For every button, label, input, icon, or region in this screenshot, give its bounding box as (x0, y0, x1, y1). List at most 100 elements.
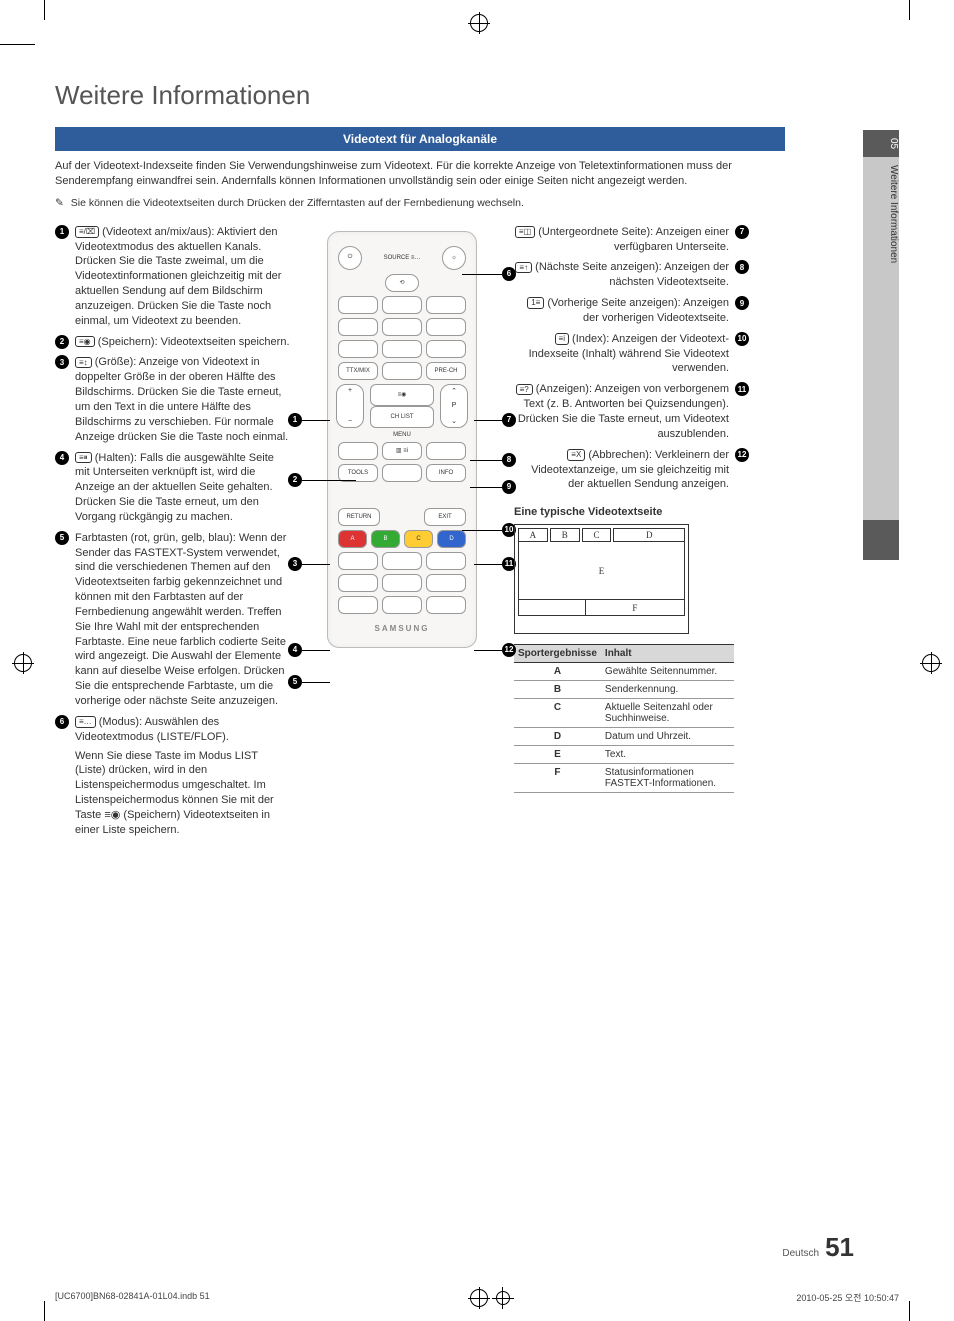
menu-label: MENU (336, 432, 468, 438)
lead-5: 5 (288, 675, 302, 689)
lead-8: 8 (502, 453, 516, 467)
color-d: D (437, 530, 466, 548)
lead-3: 3 (288, 557, 302, 571)
key-icon: 1≡ (527, 297, 544, 309)
teletext-schema: A B C D E F (514, 524, 689, 634)
exit-button: EXIT (424, 508, 466, 526)
volume-rocker: +− (336, 384, 364, 428)
lead-9: 9 (502, 480, 516, 494)
print-right: 2010-05-25 오전 10:50:47 (796, 1291, 899, 1305)
key-icon: ≡X (567, 449, 585, 461)
page-title: Weitere Informationen (55, 80, 899, 111)
ttx-button: TTX/MIX (338, 362, 378, 380)
bullet: 4 (55, 451, 69, 465)
print-line: [UC6700]BN68-02841A-01L04.indb 51 2010-0… (55, 1291, 899, 1305)
brand-label: SAMSUNG (336, 624, 468, 633)
key-icon: ≡/⌧ (75, 226, 99, 238)
note-text: Sie können die Videotextseiten durch Drü… (71, 197, 524, 209)
chapter-tab: 05 Weitere Informationen (863, 130, 899, 560)
chapter-title: Weitere Informationen (863, 157, 899, 520)
color-b: B (371, 530, 400, 548)
bullet: 8 (735, 260, 749, 274)
color-c: C (404, 530, 433, 548)
bullet: 12 (735, 448, 749, 462)
bullet: 2 (55, 335, 69, 349)
table-row: DDatum und Uhrzeit. (514, 728, 734, 746)
page-footer: Deutsch 51 (782, 1232, 854, 1263)
left-item-6: 6 ≡… (Modus): Auswählen des Videotextmod… (55, 715, 290, 838)
source-label: SOURCE ≡… (364, 255, 440, 261)
key-icon: ≡◫ (515, 226, 535, 238)
item-body: ≡/⌧ (Videotext an/mix/aus): Aktiviert de… (75, 225, 290, 329)
remote-diagram: ⏻ SOURCE ≡… ☼ ⟲ TTX/MIX PRE-CH +− (302, 225, 502, 844)
chlist-button: CH LIST (370, 406, 434, 428)
section-header: Videotext für Analogkanäle (55, 127, 785, 151)
light-button: ☼ (442, 246, 466, 270)
item-body: ≡↕ (Größe): Anzeige von Videotext in dop… (75, 355, 290, 444)
key-icon: ≡◉ (75, 336, 95, 348)
left-item-2: 2 ≡◉ (Speichern): Videotextseiten speich… (55, 335, 290, 350)
left-item-4: 4 ≡⏸ (Halten): Falls die ausgewählte Sei… (55, 451, 290, 525)
right-item-12: 12 ≡X (Abbrechen): Verkleinern der Video… (514, 448, 749, 493)
table-row: FStatusinformationen FASTEXT-Information… (514, 764, 734, 793)
right-item-8: 8 ≡↑ (Nächste Seite anzeigen): Anzeigen … (514, 260, 749, 290)
right-item-7: 7 ≡◫ (Untergeordnete Seite): Anzeigen ei… (514, 225, 749, 255)
item-body: ≡… (Modus): Auswählen des Videotextmodus… (75, 715, 290, 838)
footer-lang: Deutsch (782, 1248, 819, 1259)
item-body: ≡◉ (Speichern): Videotextseiten speicher… (75, 335, 290, 350)
power-button: ⏻ (338, 246, 362, 270)
content-table: Sportergebnisse Inhalt AGewählte Seitenn… (514, 644, 734, 793)
channel-rocker: ⌃P⌄ (440, 384, 468, 428)
bullet: 1 (55, 225, 69, 239)
right-item-9: 9 1≡ (Vorherige Seite anzeigen): Anzeige… (514, 296, 749, 326)
lead-12: 12 (502, 643, 516, 657)
table-row: BSenderkennung. (514, 681, 734, 699)
table-row: EText. (514, 746, 734, 764)
item-body: ≡? (Anzeigen): Anzeigen von verborgenem … (514, 382, 729, 441)
bullet: 5 (55, 531, 69, 545)
key-icon: ≡↑ (515, 262, 532, 274)
left-item-3: 3 ≡↕ (Größe): Anzeige von Videotext in d… (55, 355, 290, 444)
color-a: A (338, 530, 367, 548)
item-body: ≡↑ (Nächste Seite anzeigen): Anzeigen de… (514, 260, 729, 290)
typical-title: Eine typische Videotextseite (514, 506, 749, 518)
item-body: ≡◫ (Untergeordnete Seite): Anzeigen eine… (514, 225, 729, 255)
bullet: 9 (735, 296, 749, 310)
return-button: RETURN (338, 508, 380, 526)
bullet: 7 (735, 225, 749, 239)
right-column: 7 ≡◫ (Untergeordnete Seite): Anzeigen ei… (514, 225, 749, 844)
prech-button: PRE-CH (426, 362, 466, 380)
key-icon: ≡? (516, 384, 533, 396)
key-icon: ≡i (555, 333, 569, 345)
intro-text: Auf der Videotext-Indexseite finden Sie … (55, 159, 785, 189)
right-item-10: 10 ≡i (Index): Anzeigen der Videotext-In… (514, 332, 749, 377)
item-body: ≡i (Index): Anzeigen der Videotext-Index… (514, 332, 729, 377)
info-button: INFO (426, 464, 466, 482)
chapter-number: 05 (863, 130, 899, 157)
lead-6: 6 (502, 267, 516, 281)
key-icon: ≡↕ (75, 357, 92, 369)
footer-page: 51 (825, 1232, 854, 1263)
lead-2: 2 (288, 473, 302, 487)
key-icon: ≡… (75, 716, 96, 728)
item-body: 1≡ (Vorherige Seite anzeigen): Anzeigen … (514, 296, 729, 326)
item-body: ≡X (Abbrechen): Verkleinern der Videotex… (514, 448, 729, 493)
bullet: 3 (55, 355, 69, 369)
bullet: 6 (55, 715, 69, 729)
th-right: Inhalt (601, 645, 734, 663)
lead-1: 1 (288, 413, 302, 427)
th-left: Sportergebnisse (514, 645, 601, 663)
left-item-5: 5 Farbtasten (rot, grün, gelb, blau): We… (55, 531, 290, 709)
table-row: CAktuelle Seitenzahl oder Suchhinweise. (514, 699, 734, 728)
bullet: 10 (735, 332, 749, 346)
note-icon: ✎ (55, 197, 64, 209)
lead-4: 4 (288, 643, 302, 657)
bullet: 11 (735, 382, 749, 396)
key-icon: ≡⏸ (75, 452, 92, 464)
print-left: [UC6700]BN68-02841A-01L04.indb 51 (55, 1291, 210, 1305)
left-column: 1 ≡/⌧ (Videotext an/mix/aus): Aktiviert … (55, 225, 290, 844)
left-item-1: 1 ≡/⌧ (Videotext an/mix/aus): Aktiviert … (55, 225, 290, 329)
registration-mark-footer (496, 1291, 510, 1305)
table-row: AGewählte Seitennummer. (514, 663, 734, 681)
note-line: ✎ Sie können die Videotextseiten durch D… (55, 197, 785, 209)
